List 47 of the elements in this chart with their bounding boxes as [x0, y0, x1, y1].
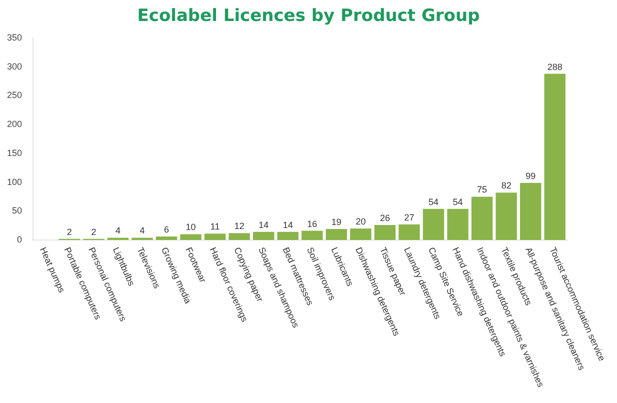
data-label: 16 [307, 218, 318, 229]
y-tick-label: 100 [6, 176, 22, 187]
data-label: 26 [380, 212, 390, 223]
data-label: 10 [186, 222, 196, 232]
bar [350, 228, 372, 240]
data-label: 27 [404, 212, 414, 222]
y-tick-label: 250 [6, 90, 22, 100]
bar [520, 182, 542, 240]
data-label: 14 [282, 220, 293, 230]
bar [252, 232, 274, 240]
data-label: 54 [452, 196, 463, 207]
bar [374, 224, 396, 240]
bar [422, 208, 444, 240]
data-label: 12 [234, 221, 244, 232]
data-label: 4 [140, 226, 145, 236]
bar [326, 229, 348, 240]
data-label: 14 [258, 220, 269, 230]
bar [496, 192, 517, 240]
data-label: 288 [547, 62, 562, 72]
data-label: 19 [331, 217, 342, 228]
y-tick-label: 0 [17, 234, 22, 244]
bar [447, 208, 468, 240]
bar [398, 224, 420, 240]
bar [180, 234, 202, 240]
y-tick-label: 50 [12, 206, 22, 216]
data-label: 75 [477, 184, 488, 195]
bar [204, 234, 226, 240]
y-tick-label: 350 [6, 32, 22, 42]
data-label: 54 [428, 196, 439, 207]
bar [277, 232, 298, 240]
bar [302, 230, 323, 240]
bar [228, 233, 250, 240]
data-label: 11 [210, 222, 220, 232]
data-label: 6 [164, 224, 170, 235]
bar [544, 74, 566, 240]
data-label: 99 [526, 170, 536, 181]
data-label: 4 [115, 226, 120, 236]
bar [471, 196, 493, 240]
y-tick-label: 300 [6, 61, 22, 72]
data-label: 82 [501, 180, 512, 191]
y-tick-label: 150 [6, 148, 22, 158]
data-label: 2 [66, 226, 72, 237]
data-label: 2 [91, 226, 96, 237]
chart-title: Ecolabel Licences by Product Group [136, 6, 481, 28]
bar [156, 236, 178, 240]
data-label: 20 [356, 216, 366, 226]
y-tick-label: 200 [6, 119, 22, 130]
